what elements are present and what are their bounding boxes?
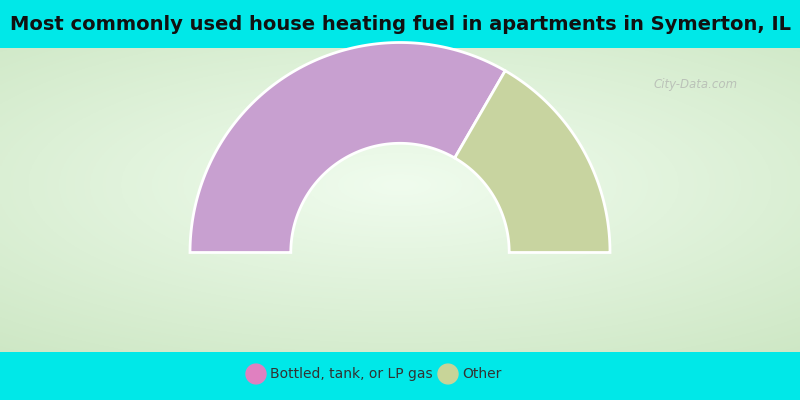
Text: Bottled, tank, or LP gas: Bottled, tank, or LP gas [270, 367, 433, 381]
Text: Most commonly used house heating fuel in apartments in Symerton, IL: Most commonly used house heating fuel in… [10, 14, 790, 34]
Ellipse shape [438, 364, 458, 384]
Polygon shape [454, 71, 610, 252]
Ellipse shape [246, 364, 266, 384]
Text: City-Data.com: City-Data.com [654, 78, 738, 91]
Text: Other: Other [462, 367, 502, 381]
Polygon shape [190, 42, 505, 252]
